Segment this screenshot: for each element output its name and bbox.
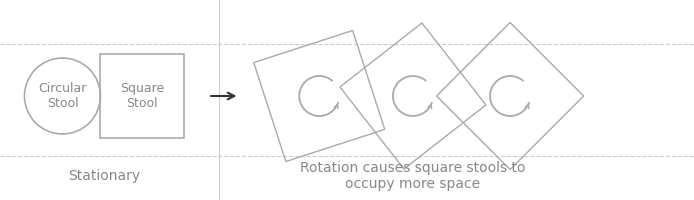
Text: Stationary: Stationary xyxy=(68,169,140,183)
Text: Rotation causes square stools to
occupy more space: Rotation causes square stools to occupy … xyxy=(301,161,525,191)
Text: Circular
Stool: Circular Stool xyxy=(38,82,87,110)
Bar xyxy=(100,54,185,138)
Text: Square
Stool: Square Stool xyxy=(120,82,164,110)
